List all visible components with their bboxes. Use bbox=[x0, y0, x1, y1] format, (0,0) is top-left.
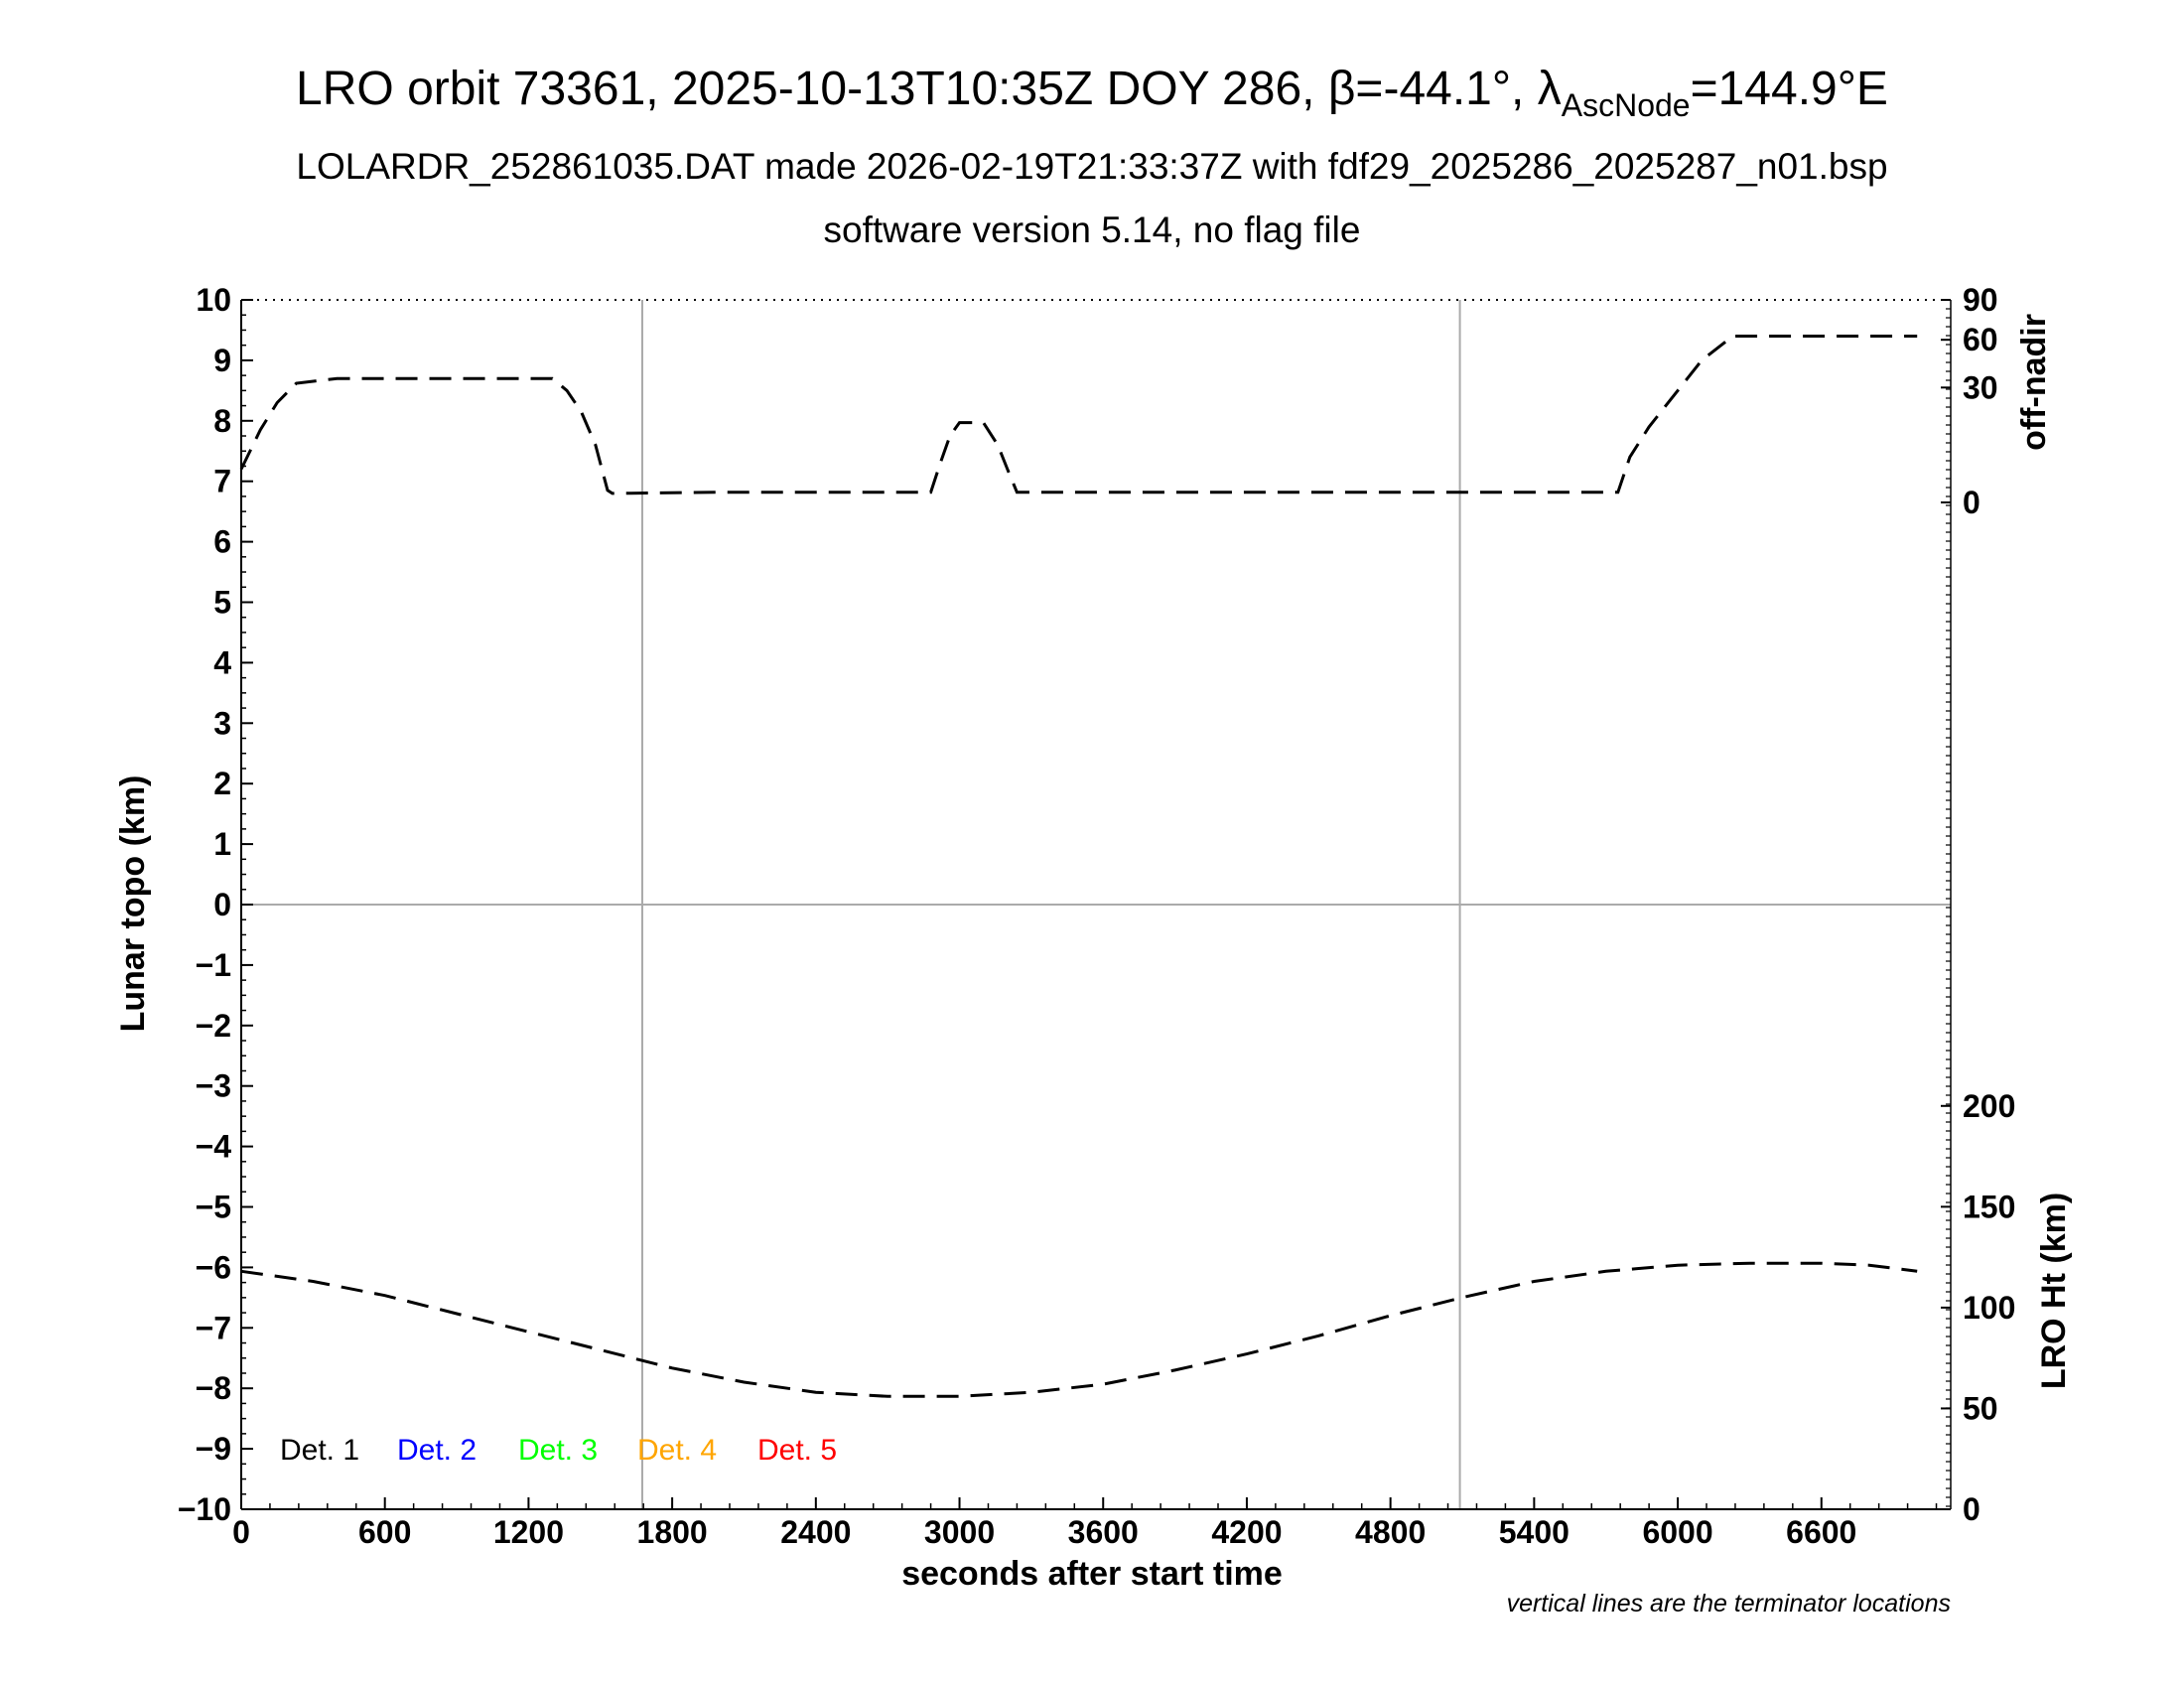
off-nadir-tick-label: 60 bbox=[1963, 322, 1998, 357]
lro-ht-line bbox=[240, 1261, 1918, 1398]
y-left-tick-label: −1 bbox=[196, 947, 231, 983]
off-nadir-tick-label: 30 bbox=[1963, 369, 1998, 405]
footnote: vertical lines are the terminator locati… bbox=[1507, 1590, 1951, 1618]
x-tick-label: 4800 bbox=[1355, 1514, 1426, 1550]
x-tick-label: 3000 bbox=[924, 1514, 995, 1550]
legend-entry: Det. 5 bbox=[757, 1434, 837, 1467]
y-left-tick-label: −4 bbox=[196, 1129, 232, 1165]
y-left-tick-label: −10 bbox=[178, 1491, 231, 1527]
legend-entry: Det. 3 bbox=[518, 1434, 598, 1467]
y-left-tick-label: 9 bbox=[213, 343, 231, 378]
y-left-tick-label: −3 bbox=[196, 1068, 231, 1104]
y-left-tick-label: −6 bbox=[196, 1249, 231, 1285]
x-tick-label: 5400 bbox=[1499, 1514, 1570, 1550]
x-tick-label: 6000 bbox=[1642, 1514, 1712, 1550]
legend-entry: Det. 2 bbox=[397, 1434, 477, 1467]
chart-title: LRO orbit 73361, 2025-10-13T10:35Z DOY 2… bbox=[296, 63, 1888, 123]
y-left-tick-label: 7 bbox=[213, 464, 231, 499]
x-tick-label: 600 bbox=[358, 1514, 411, 1550]
y-left-tick-label: 8 bbox=[213, 403, 231, 439]
chart-title-lambda: λ bbox=[1538, 63, 1562, 115]
y-left-tick-label: −7 bbox=[196, 1310, 231, 1345]
lro-ht-axis-ticks: 0 50 100 150 200 bbox=[1941, 1088, 2015, 1527]
off-nadir-axis-label: off-nadir bbox=[2015, 314, 2053, 451]
y-left-tick-label: 10 bbox=[196, 282, 231, 318]
lro-ht-axis-label: LRO Ht (km) bbox=[2035, 1193, 2073, 1389]
legend-entry: Det. 4 bbox=[637, 1434, 717, 1467]
y-left-tick-label: 3 bbox=[213, 705, 231, 741]
chart-subtitle-2: software version 5.14, no flag file bbox=[824, 210, 1361, 250]
off-nadir-line bbox=[239, 335, 1918, 495]
x-tick-label: 1200 bbox=[493, 1514, 564, 1550]
x-axis-label: seconds after start time bbox=[901, 1555, 1283, 1593]
y-left-tick-label: −8 bbox=[196, 1370, 231, 1406]
y-left-tick-label: 2 bbox=[213, 766, 231, 801]
off-nadir-tick-label: 90 bbox=[1963, 282, 1998, 318]
x-tick-label: 3600 bbox=[1068, 1514, 1139, 1550]
y-left-tick-label: 5 bbox=[213, 585, 231, 621]
lro-ht-tick-label: 100 bbox=[1963, 1290, 2015, 1326]
lro-ht-tick-label: 0 bbox=[1963, 1491, 1980, 1527]
off-nadir-axis-ticks: 90 60 30 0 bbox=[1941, 282, 1998, 520]
y-left-tick-label: −9 bbox=[196, 1431, 231, 1467]
x-tick-label: 6600 bbox=[1786, 1514, 1856, 1550]
y-left-tick-label: 6 bbox=[213, 524, 231, 560]
x-tick-label: 2400 bbox=[780, 1514, 851, 1550]
lro-ht-tick-label: 50 bbox=[1963, 1390, 1998, 1426]
chart-title-prefix: LRO orbit 73361, 2025-10-13T10:35Z DOY 2… bbox=[296, 63, 1328, 115]
y-axis-left-label: Lunar topo (km) bbox=[114, 775, 152, 1033]
legend-entry: Det. 1 bbox=[280, 1434, 359, 1467]
y-left-tick-label: −5 bbox=[196, 1190, 231, 1225]
x-tick-label: 0 bbox=[232, 1514, 250, 1550]
chart-subtitle-1: LOLARDR_252861035.DAT made 2026-02-19T21… bbox=[296, 146, 1887, 187]
legend: Det. 1 Det. 2 Det. 3 Det. 4 Det. 5 bbox=[280, 1434, 837, 1467]
x-axis-ticks: 0 600 1200 1800 2400 3000 3600 4200 4800 5400 6000… bbox=[232, 1497, 1856, 1550]
chart-title-lambda-value: =144.9°E bbox=[1691, 63, 1888, 115]
lro-ht-tick-label: 200 bbox=[1963, 1088, 2015, 1124]
y-left-tick-label: 1 bbox=[213, 826, 231, 862]
data-series bbox=[239, 335, 1918, 1398]
x-tick-label: 4200 bbox=[1211, 1514, 1282, 1550]
lro-ht-tick-label: 150 bbox=[1963, 1189, 2015, 1224]
x-tick-label: 1800 bbox=[637, 1514, 708, 1550]
off-nadir-tick-label: 0 bbox=[1963, 485, 1980, 520]
y-left-tick-label: 4 bbox=[213, 644, 231, 680]
grid-lines bbox=[241, 300, 1951, 1509]
y-left-tick-label: −2 bbox=[196, 1008, 231, 1044]
chart-title-beta: β=-44.1°, bbox=[1328, 63, 1538, 115]
y-left-tick-label: 0 bbox=[213, 887, 231, 922]
chart-title-lambda-subscript: AscNode bbox=[1562, 87, 1691, 123]
